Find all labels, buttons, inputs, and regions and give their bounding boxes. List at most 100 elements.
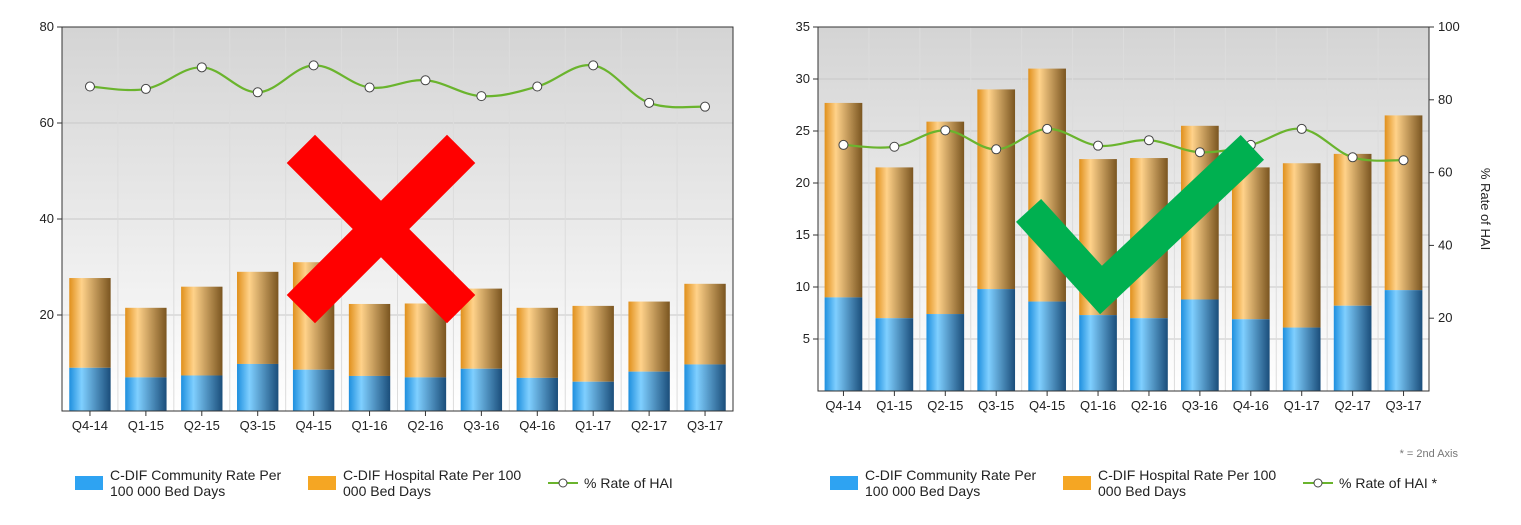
line-point-Q3-16 bbox=[1194, 147, 1205, 158]
bar-community-Q4-16 bbox=[1231, 319, 1270, 391]
legend-swatch-community bbox=[75, 476, 103, 490]
bar-community-Q2-15 bbox=[181, 375, 223, 411]
bar-community-Q3-16 bbox=[1181, 299, 1219, 391]
bar-community-Q1-17 bbox=[1282, 327, 1321, 391]
legend-label-hai: % Rate of HAI * bbox=[1339, 475, 1438, 491]
bar-hospital-Q4-14 bbox=[69, 278, 111, 368]
line-point-Q4-14 bbox=[838, 139, 849, 150]
legend-swatch-point bbox=[1313, 478, 1323, 488]
bar-community-Q4-14 bbox=[824, 297, 863, 391]
x-tick-label: Q1-17 bbox=[575, 418, 611, 433]
x-tick-label: Q2-17 bbox=[1335, 398, 1371, 413]
bar-hospital-Q2-17 bbox=[1333, 153, 1372, 306]
bar-community-Q3-15 bbox=[237, 363, 279, 411]
x-tick-label: Q3-15 bbox=[978, 398, 1014, 413]
y2-axis-title: % Rate of HAI bbox=[1478, 168, 1493, 250]
x-tick-label: Q2-15 bbox=[927, 398, 963, 413]
bar-hospital-Q3-15 bbox=[977, 89, 1016, 290]
line-point-Q2-17 bbox=[1347, 152, 1358, 163]
line-point-Q3-15 bbox=[991, 144, 1002, 155]
line-point-Q4-15 bbox=[1042, 123, 1053, 134]
y-tick-label: 35 bbox=[796, 19, 810, 34]
bar-community-Q2-15 bbox=[926, 314, 965, 391]
bar-community-Q4-14 bbox=[69, 367, 111, 411]
bar-hospital-Q2-15 bbox=[181, 286, 223, 376]
bar-community-Q3-17 bbox=[1384, 290, 1423, 391]
line-point-Q2-15 bbox=[940, 125, 951, 136]
legend-label-hospital: C-DIF Hospital Rate Per 100 000 Bed Days bbox=[343, 467, 521, 499]
x-tick-label: Q3-15 bbox=[240, 418, 276, 433]
bar-community-Q4-16 bbox=[516, 377, 558, 411]
x-tick-label: Q3-16 bbox=[1182, 398, 1218, 413]
line-point-Q4-15 bbox=[308, 60, 319, 71]
bar-community-Q3-15 bbox=[977, 289, 1016, 391]
bar-community-Q3-16 bbox=[460, 368, 503, 411]
x-tick-label: Q4-16 bbox=[519, 418, 555, 433]
x-tick-label: Q2-16 bbox=[407, 418, 443, 433]
x-tick-label: Q1-15 bbox=[128, 418, 164, 433]
x-tick-label: Q4-14 bbox=[72, 418, 108, 433]
line-point-Q1-17 bbox=[588, 60, 599, 71]
x-tick-label: Q4-15 bbox=[296, 418, 332, 433]
x-tick-label: Q1-17 bbox=[1284, 398, 1320, 413]
line-point-Q1-16 bbox=[1093, 140, 1104, 151]
y-tick-label: 40 bbox=[40, 211, 54, 226]
x-tick-label: Q1-16 bbox=[351, 418, 387, 433]
chart-1: 20 40 60 80 Q4-14 Q1-15 Q2-15 Q3-15 Q4-15 Q1-16 Q2… bbox=[40, 19, 734, 499]
legend-label-hai: % Rate of HAI bbox=[584, 475, 673, 491]
legend-swatch-hospital bbox=[1063, 476, 1091, 490]
bar-community-Q2-17 bbox=[628, 371, 670, 411]
line-point-Q3-16 bbox=[476, 91, 487, 102]
x-tick-label: Q3-16 bbox=[463, 418, 499, 433]
line-point-Q3-17 bbox=[700, 101, 711, 112]
x-tick-label: Q2-15 bbox=[184, 418, 220, 433]
bar-hospital-Q3-17 bbox=[1384, 115, 1423, 291]
bar-hospital-Q4-14 bbox=[824, 102, 863, 298]
bar-hospital-Q1-15 bbox=[125, 307, 167, 378]
bar-hospital-Q3-17 bbox=[684, 283, 726, 365]
bar-community-Q3-17 bbox=[684, 364, 726, 411]
legend-label-community: C-DIF Community Rate Per 100 000 Bed Days bbox=[110, 467, 281, 499]
x-tick-label: Q4-15 bbox=[1029, 398, 1065, 413]
y2-tick-label: 20 bbox=[1438, 310, 1452, 325]
bar-hospital-Q2-16 bbox=[404, 303, 447, 378]
red-cross-icon bbox=[286, 134, 476, 324]
x-tick-label: Q3-17 bbox=[1385, 398, 1421, 413]
line-point-Q2-17 bbox=[644, 97, 655, 108]
y-tick-label: 25 bbox=[796, 123, 810, 138]
x-tick-label: Q1-16 bbox=[1080, 398, 1116, 413]
line-point-Q1-16 bbox=[364, 82, 375, 93]
x-tick-label: Q4-14 bbox=[825, 398, 861, 413]
line-point-Q2-16 bbox=[1143, 135, 1154, 146]
bar-community-Q1-16 bbox=[348, 375, 391, 411]
line-point-Q1-15 bbox=[889, 141, 900, 152]
bar-hospital-Q4-16 bbox=[1231, 167, 1270, 320]
bar-hospital-Q2-17 bbox=[628, 301, 670, 372]
y-tick-label: 60 bbox=[40, 115, 54, 130]
x-tick-label: Q3-17 bbox=[687, 418, 723, 433]
x-tick-label: Q4-16 bbox=[1233, 398, 1269, 413]
bar-community-Q2-16 bbox=[404, 377, 447, 411]
y-tick-label: 30 bbox=[796, 71, 810, 86]
y-tick-label: 20 bbox=[796, 175, 810, 190]
bar-community-Q4-15 bbox=[292, 369, 335, 411]
green-checkmark-icon bbox=[1015, 134, 1265, 315]
line-point-Q2-15 bbox=[196, 62, 207, 73]
bar-community-Q1-17 bbox=[572, 381, 614, 411]
y2-tick-label: 40 bbox=[1438, 237, 1452, 252]
legend-swatch-hospital bbox=[308, 476, 336, 490]
legend-label-community: C-DIF Community Rate Per 100 000 Bed Days bbox=[865, 467, 1036, 499]
legend-swatch-community bbox=[830, 476, 858, 490]
y-tick-label: 20 bbox=[40, 307, 54, 322]
bar-hospital-Q4-16 bbox=[516, 307, 558, 378]
bar-hospital-Q2-15 bbox=[926, 121, 965, 315]
y2-tick-label: 80 bbox=[1438, 92, 1452, 107]
bar-community-Q4-15 bbox=[1028, 301, 1066, 391]
line-point-Q4-16 bbox=[532, 81, 543, 92]
y-tick-label: 80 bbox=[40, 19, 54, 34]
bar-hospital-Q1-17 bbox=[572, 305, 614, 382]
second-axis-note: * = 2nd Axis bbox=[1400, 448, 1459, 460]
line-point-Q4-14 bbox=[84, 81, 95, 92]
line-point-Q1-15 bbox=[140, 83, 151, 94]
